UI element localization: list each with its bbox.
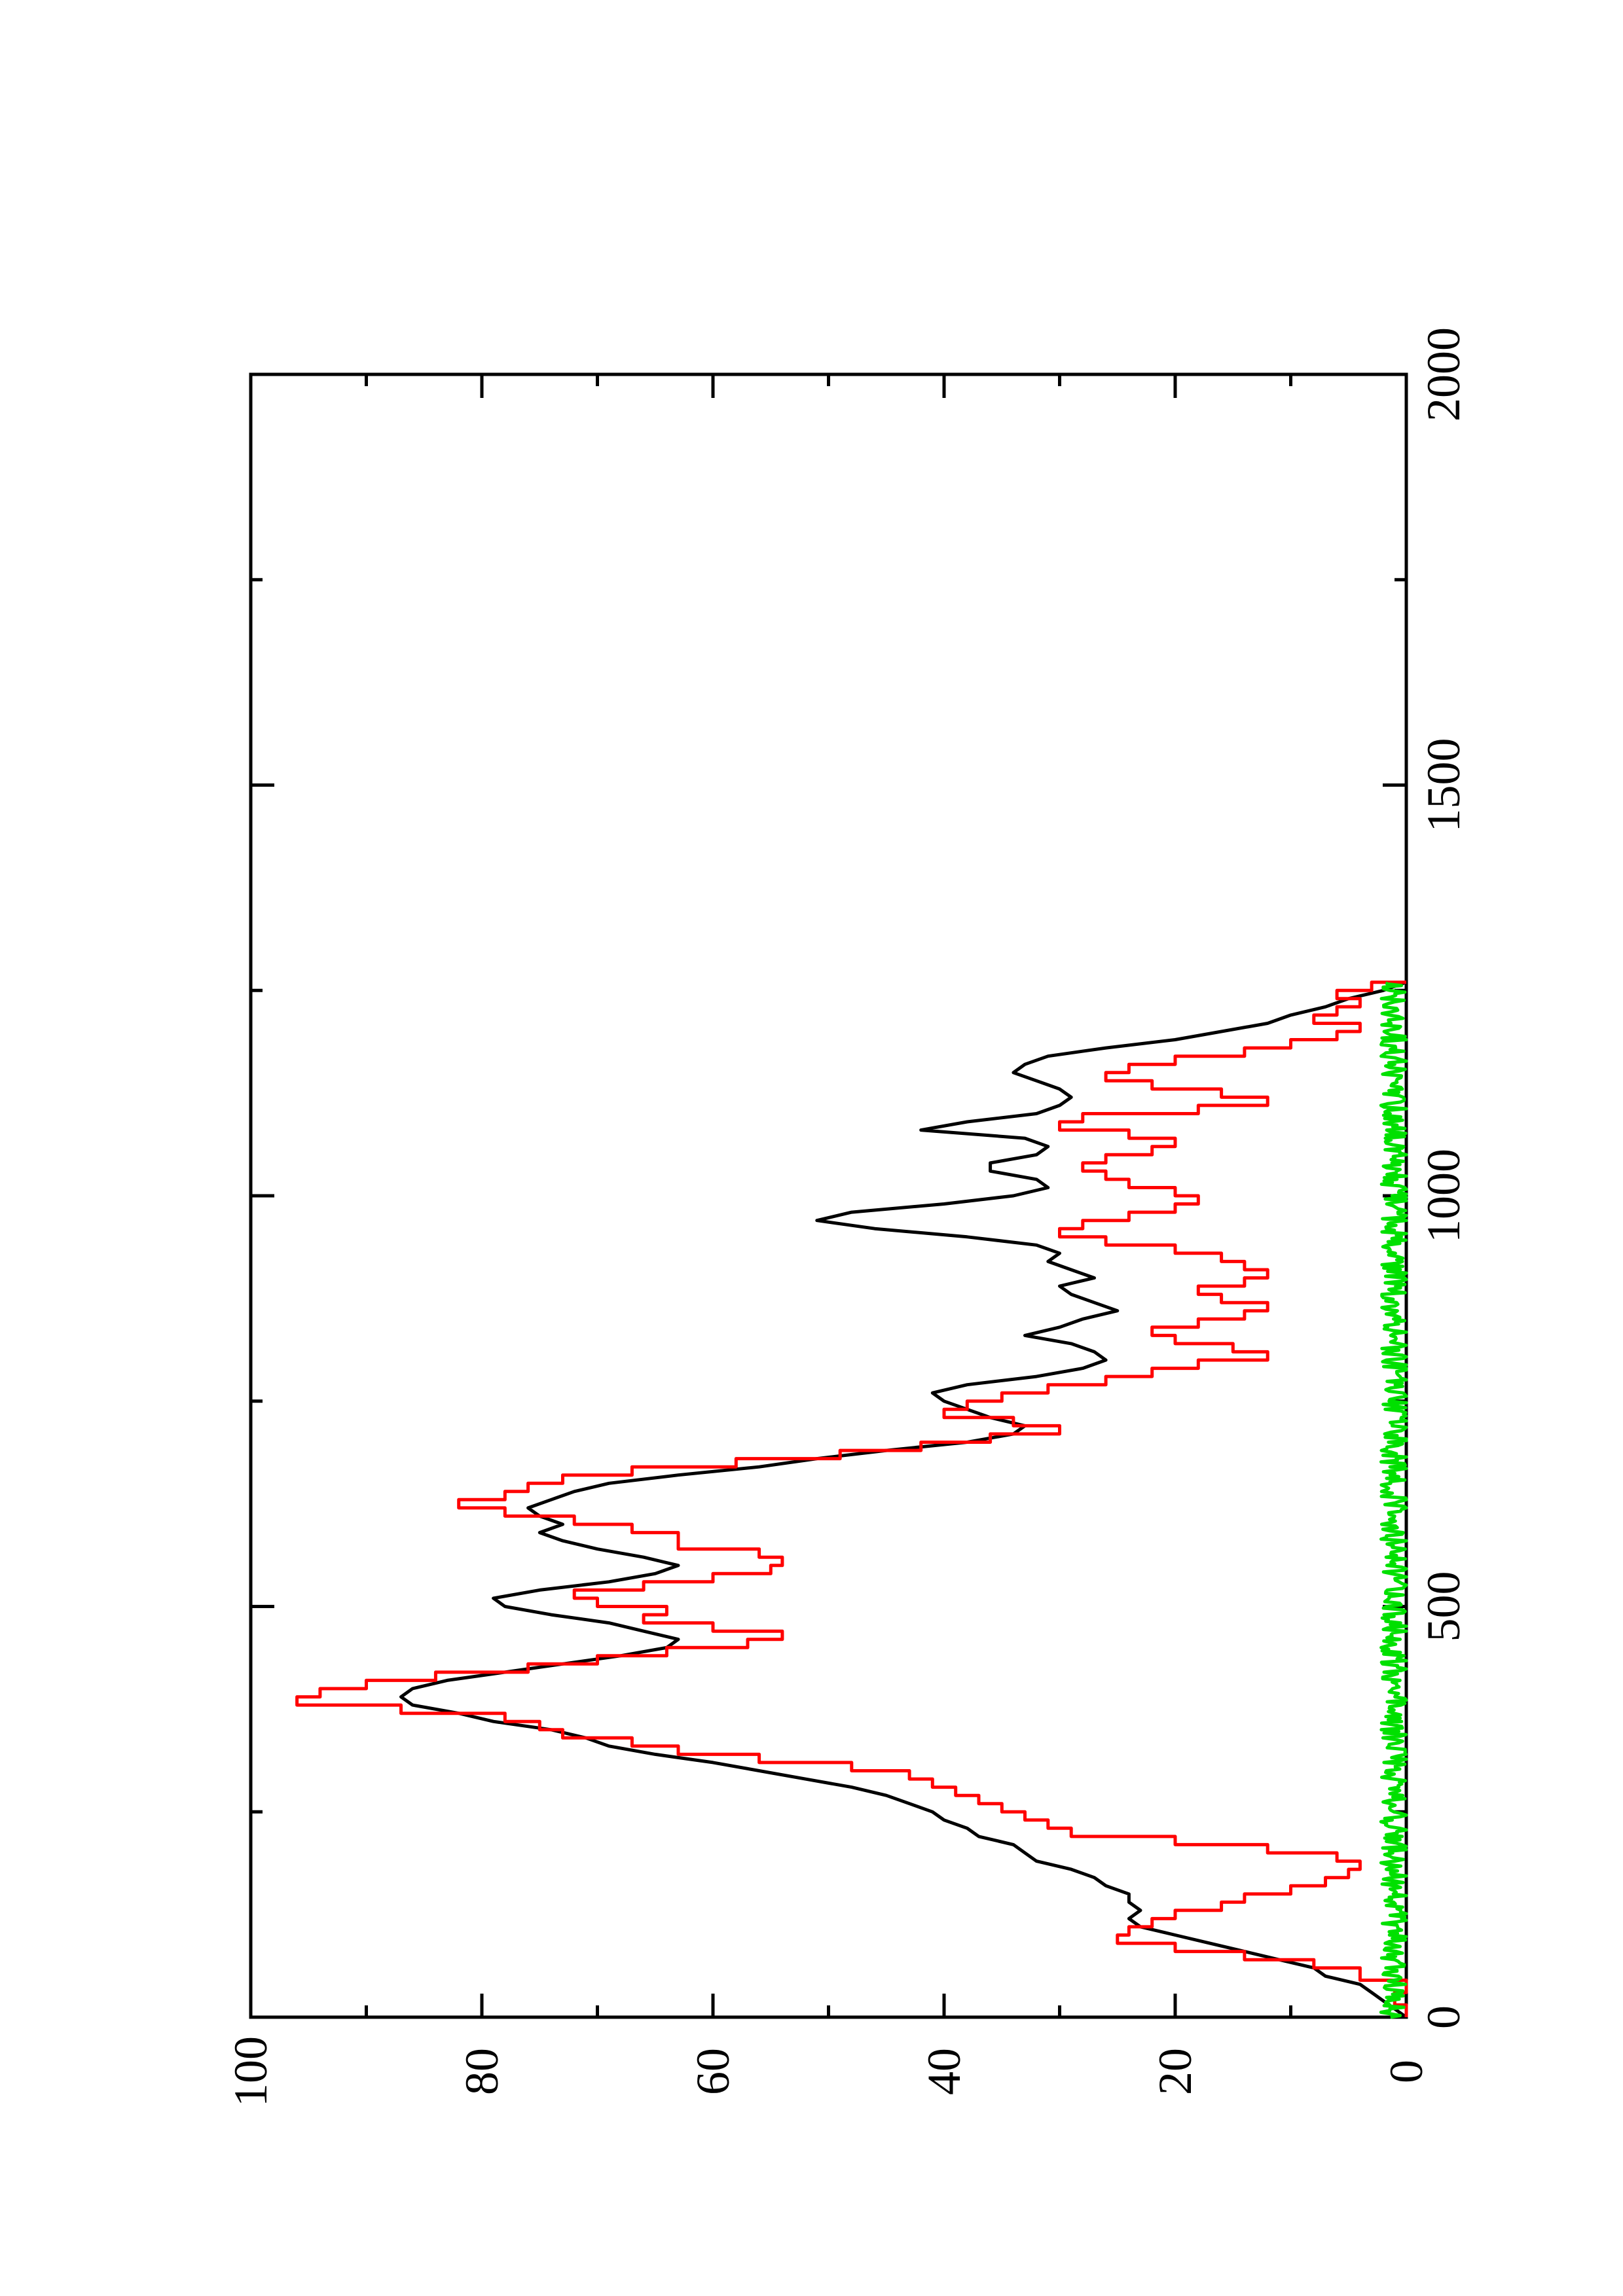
series-line-1 [295, 980, 1408, 2017]
series-line-0 [399, 980, 1408, 2019]
plot-area: 0 500 1000 1500 2000 0 20 40 60 80 100 [225, 327, 1470, 2107]
x-tick-label: 1500 [1417, 738, 1470, 833]
y-tick-label: 80 [456, 2048, 508, 2095]
series-line-2 [1379, 981, 1408, 2019]
y-tick-label: 60 [687, 2048, 739, 2095]
x-tick-label: 2000 [1417, 327, 1470, 422]
x-tick-label: 500 [1417, 1571, 1470, 1642]
y-tick-label: 40 [918, 2048, 970, 2095]
x-tick-label: 0 [1417, 2005, 1470, 2029]
x-tick-label: 1000 [1417, 1149, 1470, 1243]
y-tick-label: 0 [1380, 2060, 1432, 2083]
y-tick-label: 100 [225, 2036, 277, 2107]
y-tick-label: 20 [1149, 2048, 1201, 2095]
